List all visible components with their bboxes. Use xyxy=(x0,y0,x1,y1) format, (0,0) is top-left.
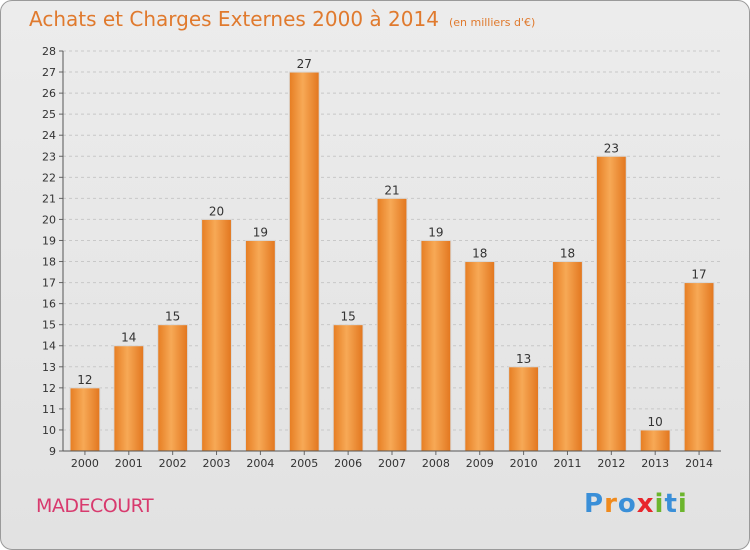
y-tick-label: 26 xyxy=(42,87,56,100)
x-tick-label: 2000 xyxy=(71,457,99,470)
y-tick-label: 16 xyxy=(42,298,56,311)
chart-title-text: Achats et Charges Externes 2000 à 2014 xyxy=(29,7,439,31)
data-label: 19 xyxy=(253,225,268,239)
data-label: 27 xyxy=(297,57,312,71)
logo-letter: P xyxy=(584,489,605,519)
x-tick-label: 2006 xyxy=(334,457,362,470)
data-label: 15 xyxy=(340,310,355,324)
x-axis-ticks: 2000 2001 2002 2003 2004 2005 2006 2007 2008 2009… xyxy=(71,451,713,470)
logo-letter: o xyxy=(617,489,637,519)
logo-letter: t xyxy=(664,489,678,519)
data-label: 17 xyxy=(691,268,706,282)
y-tick-label: 28 xyxy=(42,45,56,58)
bar-2008 xyxy=(420,239,452,452)
bar-2011 xyxy=(552,261,583,452)
x-tick-label: 2010 xyxy=(510,457,538,470)
bar-2013 xyxy=(639,429,671,452)
logo-letter: x xyxy=(636,489,655,519)
bar-2006 xyxy=(332,324,364,452)
chart-unit-note: (en milliers d'€) xyxy=(448,16,536,29)
data-label: 12 xyxy=(77,373,92,387)
x-tick-label: 2003 xyxy=(203,457,231,470)
x-tick-label: 2009 xyxy=(466,457,494,470)
data-label: 10 xyxy=(648,415,663,429)
bar-2005 xyxy=(288,71,320,452)
y-tick-label: 25 xyxy=(42,108,56,121)
commune-name: MADECOURT xyxy=(36,495,154,517)
data-labels: 12 14 15 20 19 27 15 21 19 18 13 18 23 10 17 xyxy=(77,57,706,429)
y-tick-label: 10 xyxy=(42,424,56,437)
bar-2001 xyxy=(113,345,145,452)
x-tick-label: 2005 xyxy=(290,457,318,470)
bars xyxy=(69,71,715,452)
y-tick-label: 17 xyxy=(42,277,56,290)
y-tick-label: 18 xyxy=(42,256,56,269)
y-tick-label: 22 xyxy=(42,171,56,184)
data-label: 15 xyxy=(165,310,180,324)
x-tick-label: 2011 xyxy=(553,457,581,470)
bar-2009 xyxy=(464,261,496,452)
x-tick-label: 2004 xyxy=(246,457,274,470)
bar-2002 xyxy=(157,324,189,452)
logo-letter: r xyxy=(604,489,618,519)
data-label: 13 xyxy=(516,352,531,366)
bar-2010 xyxy=(508,366,540,452)
bar-2012 xyxy=(595,155,627,452)
bar-2014 xyxy=(683,282,715,452)
data-label: 23 xyxy=(604,141,619,155)
x-tick-label: 2013 xyxy=(641,457,669,470)
logo-letter: i xyxy=(677,489,688,519)
data-label: 14 xyxy=(121,331,136,345)
y-tick-label: 21 xyxy=(42,192,56,205)
y-axis-ticks: 9 10 11 12 13 14 15 16 17 18 19 20 21 22 23 24 25 26 27 28 xyxy=(42,45,63,458)
x-tick-label: 2007 xyxy=(378,457,406,470)
chart-title: Achats et Charges Externes 2000 à 2014 (e… xyxy=(29,7,535,31)
bar-2003 xyxy=(201,218,232,452)
bar-2007 xyxy=(376,197,408,452)
data-label: 21 xyxy=(384,183,399,197)
x-tick-label: 2001 xyxy=(115,457,143,470)
x-tick-label: 2008 xyxy=(422,457,450,470)
proxiti-logo: Proxiti xyxy=(584,489,688,519)
y-tick-label: 9 xyxy=(49,445,56,458)
y-tick-label: 12 xyxy=(42,382,56,395)
x-tick-label: 2002 xyxy=(159,457,187,470)
y-tick-label: 24 xyxy=(42,129,56,142)
y-tick-label: 20 xyxy=(42,213,56,226)
logo-letter: i xyxy=(654,489,665,519)
data-label: 20 xyxy=(209,204,224,218)
data-label: 18 xyxy=(472,247,487,261)
y-tick-label: 23 xyxy=(42,150,56,163)
data-label: 19 xyxy=(428,225,443,239)
bar-2000 xyxy=(69,387,101,452)
x-tick-label: 2014 xyxy=(685,457,713,470)
data-label: 18 xyxy=(560,247,575,261)
y-tick-label: 13 xyxy=(42,361,56,374)
y-tick-label: 14 xyxy=(42,340,56,353)
x-tick-label: 2012 xyxy=(597,457,625,470)
y-tick-label: 19 xyxy=(42,234,56,247)
bar-2004 xyxy=(244,239,276,452)
y-tick-label: 27 xyxy=(42,66,56,79)
y-tick-label: 11 xyxy=(42,403,56,416)
y-tick-label: 15 xyxy=(42,319,56,332)
